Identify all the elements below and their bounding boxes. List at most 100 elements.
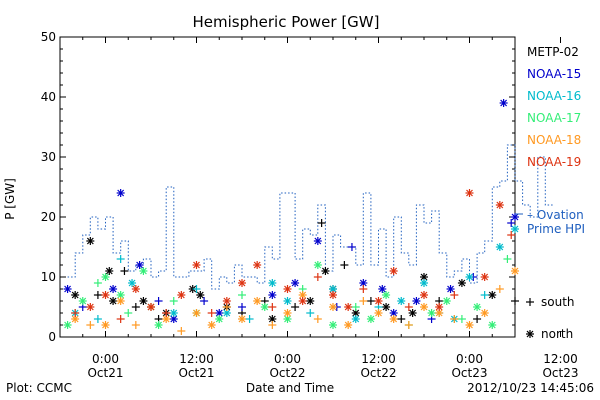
- point-north: [192, 261, 201, 269]
- point-north: [366, 315, 375, 323]
- point-north: [268, 279, 277, 287]
- point-north: [139, 267, 148, 275]
- point-north: [488, 321, 497, 329]
- point-north: [313, 261, 322, 269]
- point-south: [291, 303, 300, 311]
- point-north: [480, 309, 489, 317]
- point-south: [404, 303, 413, 311]
- point-north: [397, 297, 406, 305]
- point-south: [268, 303, 277, 311]
- point-south: [200, 297, 209, 305]
- marker-legend: south north: [526, 295, 575, 341]
- point-south: [245, 315, 254, 323]
- point-north: [457, 279, 466, 287]
- point-north: [313, 237, 322, 245]
- marker-legend-label: north: [541, 327, 573, 341]
- point-south: [397, 315, 406, 323]
- point-south: [313, 315, 322, 323]
- point-north: [147, 303, 155, 311]
- point-north: [131, 285, 140, 293]
- point-south: [495, 285, 504, 293]
- point-south: [120, 267, 129, 275]
- point-south: [154, 297, 163, 305]
- point-north: [116, 297, 125, 305]
- point-north: [169, 309, 178, 317]
- ovation-prime-hpi-line: [67, 144, 553, 290]
- marker-legend-label: south: [541, 295, 575, 309]
- series-noaa-18: [71, 267, 519, 335]
- point-south: [507, 231, 516, 239]
- point-north: [154, 321, 163, 329]
- point-north: [344, 321, 353, 329]
- point-north: [291, 279, 300, 287]
- point-north: [329, 285, 337, 293]
- point-south: [351, 303, 360, 311]
- point-south: [404, 321, 413, 329]
- point-north: [473, 303, 482, 311]
- x-tick-date: Oct21: [178, 366, 214, 380]
- point-north: [139, 297, 148, 305]
- y-tick-label: 50: [41, 30, 56, 44]
- point-north: [177, 291, 186, 299]
- legend: METP-02 NOAA-15 NOAA-16 NOAA-17 NOAA-18 NOAA-…: [527, 45, 581, 169]
- x-tick-date: Oct22: [360, 366, 396, 380]
- point-south: [192, 285, 201, 293]
- point-north: [222, 309, 231, 317]
- point-north: [78, 297, 87, 305]
- point-north: [420, 279, 428, 287]
- point-south: [457, 315, 466, 323]
- point-north: [283, 285, 292, 293]
- point-north: [116, 189, 125, 197]
- point-south: [507, 219, 516, 227]
- point-north: [101, 291, 110, 299]
- legend-item-noaa-16: NOAA-16: [527, 89, 581, 103]
- ovation-legend-line: – Ovation: [527, 208, 584, 222]
- point-north: [382, 303, 391, 311]
- x-tick-time: 0:00: [456, 352, 483, 366]
- x-tick-time: 0:00: [274, 352, 301, 366]
- point-south: [359, 285, 368, 293]
- point-north: [63, 285, 72, 293]
- point-north: [215, 315, 224, 323]
- point-south: [93, 315, 102, 323]
- point-north: [495, 201, 504, 209]
- x-tick-date: Oct23: [451, 366, 487, 380]
- point-south: [116, 255, 125, 263]
- x-tick-time: 12:00: [543, 352, 578, 366]
- point-south: [93, 291, 102, 299]
- point-north: [465, 189, 474, 197]
- point-north: [488, 291, 497, 299]
- point-south: [450, 291, 459, 299]
- legend-item-metp-02: METP-02: [527, 45, 579, 59]
- point-north: [420, 303, 428, 311]
- point-south: [317, 219, 326, 227]
- point-south: [473, 315, 482, 323]
- point-south: [116, 315, 125, 323]
- series-noaa-19: [71, 189, 516, 323]
- point-south: [93, 279, 102, 287]
- point-north: [480, 273, 489, 281]
- point-south: [124, 309, 133, 317]
- point-south: [207, 309, 216, 317]
- point-north: [344, 303, 353, 311]
- point-south: [177, 327, 186, 335]
- point-north: [192, 309, 201, 317]
- x-tick-time: 12:00: [179, 352, 214, 366]
- series-noaa-16: [71, 225, 519, 323]
- marker-legend-south: south: [526, 295, 575, 309]
- point-north: [427, 309, 436, 317]
- point-north: [408, 309, 417, 317]
- legend-item-noaa-18: NOAA-18: [527, 133, 581, 147]
- legend-item-noaa-19: NOAA-19: [527, 155, 581, 169]
- point-north: [465, 273, 474, 281]
- point-north: [222, 297, 231, 305]
- point-north: [105, 267, 114, 275]
- point-north: [196, 291, 205, 299]
- point-north: [101, 273, 110, 281]
- point-south: [306, 309, 315, 317]
- point-north: [298, 297, 307, 305]
- y-axis: 0 10 20 30 40 50: [41, 30, 515, 344]
- point-north: [109, 297, 118, 305]
- point-north: [260, 303, 269, 311]
